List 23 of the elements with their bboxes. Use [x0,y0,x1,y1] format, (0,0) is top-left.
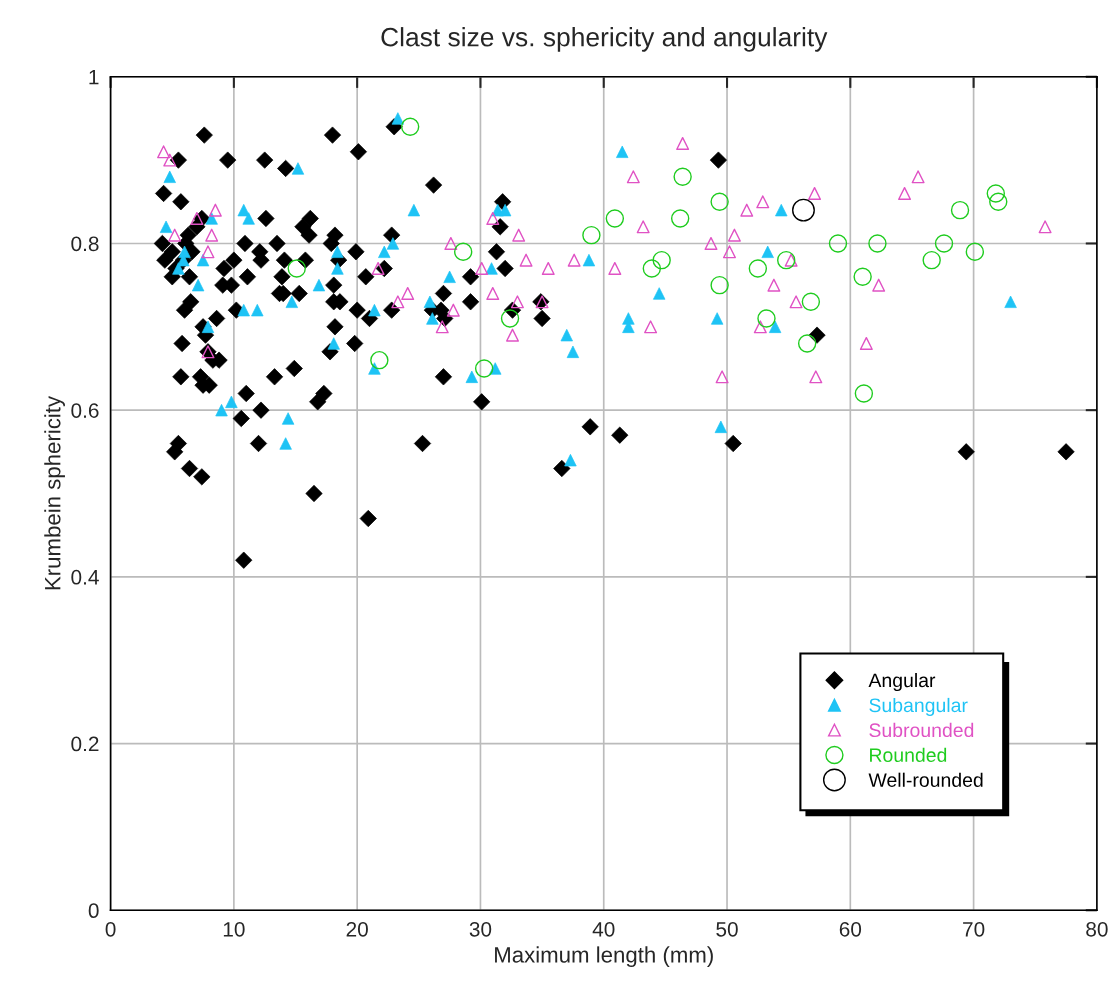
x-axis-title: Maximum length (mm) [495,946,713,968]
chart-title: Clast size vs. sphericity and angularity [381,27,828,52]
x-tick-label: 0 [105,921,116,937]
x-tick-label: 20 [346,921,368,937]
x-tick-label: 80 [1086,921,1108,937]
x-tick-label: 30 [469,921,492,937]
legend-label: Well-rounded [868,772,983,787]
y-tick-label: 0.4 [71,569,99,585]
legend-label: Angular [868,672,936,692]
x-tick-label: 70 [963,921,985,937]
y-tick-label: 0.6 [71,403,99,418]
x-tick-label: 10 [223,921,245,937]
legend-label: Subrounded [869,722,974,738]
legend-label: Subangular [869,697,968,716]
legend-label: Rounded [870,747,947,763]
x-tick-label: 50 [716,921,738,937]
y-tick-label: 0.2 [71,736,99,752]
x-tick-label: 60 [839,921,862,937]
y-tick-label: 1 [89,69,99,85]
y-axis-title: Krumbein sphericity [44,395,65,590]
x-tick-label: 40 [592,921,615,937]
y-tick-label: 0 [88,903,99,919]
y-tick-label: 0.8 [71,236,99,252]
